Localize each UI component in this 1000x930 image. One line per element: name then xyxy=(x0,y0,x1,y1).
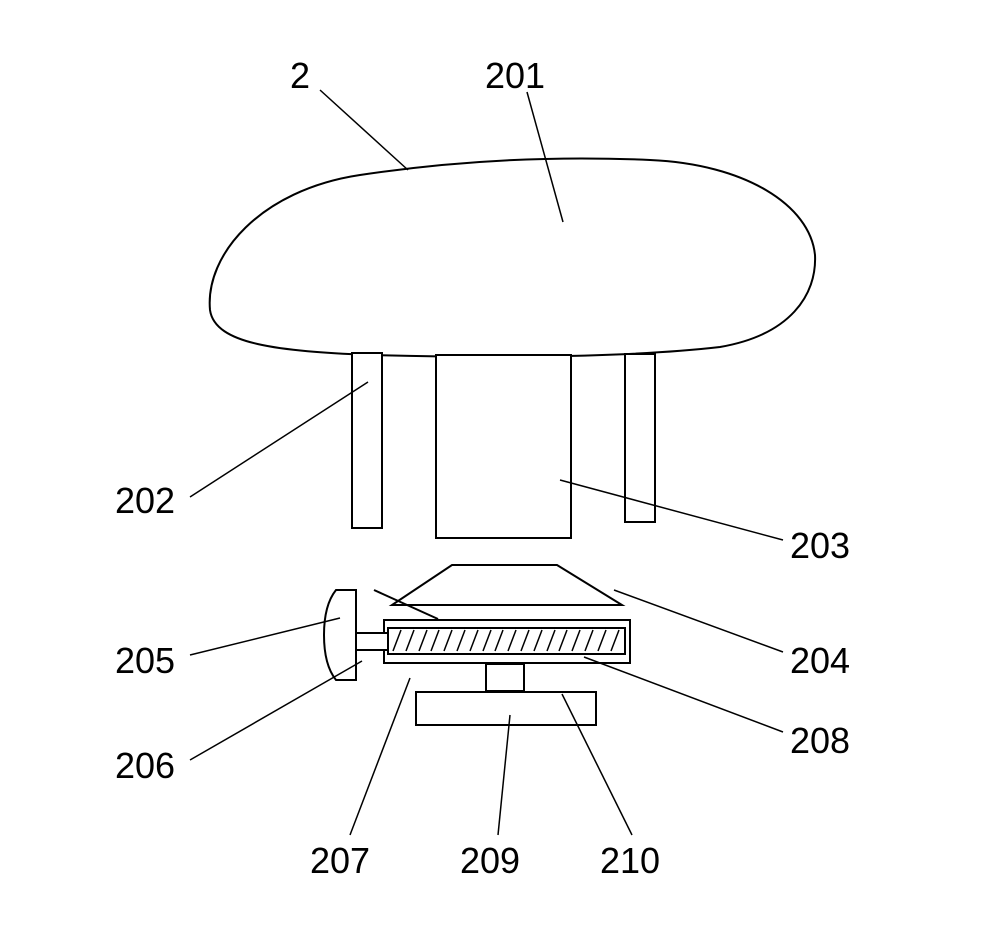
leader-205 xyxy=(190,618,340,655)
leader-203 xyxy=(560,480,783,540)
leader-206 xyxy=(190,661,362,760)
center-post-203 xyxy=(436,355,571,538)
leader-207 xyxy=(350,678,410,835)
label-206: 206 xyxy=(115,745,175,787)
trapezoid-204 xyxy=(392,565,622,605)
leader-209 xyxy=(498,715,510,835)
label-209: 209 xyxy=(460,840,520,882)
label-204: 204 xyxy=(790,640,850,682)
label-2: 2 xyxy=(290,55,310,97)
leader-2 xyxy=(320,90,408,170)
left-post-202 xyxy=(352,353,382,528)
leader-208 xyxy=(584,657,783,732)
label-202: 202 xyxy=(115,480,175,522)
label-201: 201 xyxy=(485,55,545,97)
center-drop-210 xyxy=(486,664,524,691)
label-207: 207 xyxy=(310,840,370,882)
label-210: 210 xyxy=(600,840,660,882)
right-post xyxy=(625,354,655,522)
screw-shaft-207 xyxy=(356,633,388,650)
saddle-body xyxy=(210,158,815,356)
technical-diagram: 2 201 202 203 204 205 206 207 208 209 21… xyxy=(0,0,1000,925)
leader-204 xyxy=(614,590,783,652)
label-203: 203 xyxy=(790,525,850,567)
label-205: 205 xyxy=(115,640,175,682)
leader-202 xyxy=(190,382,368,497)
label-208: 208 xyxy=(790,720,850,762)
